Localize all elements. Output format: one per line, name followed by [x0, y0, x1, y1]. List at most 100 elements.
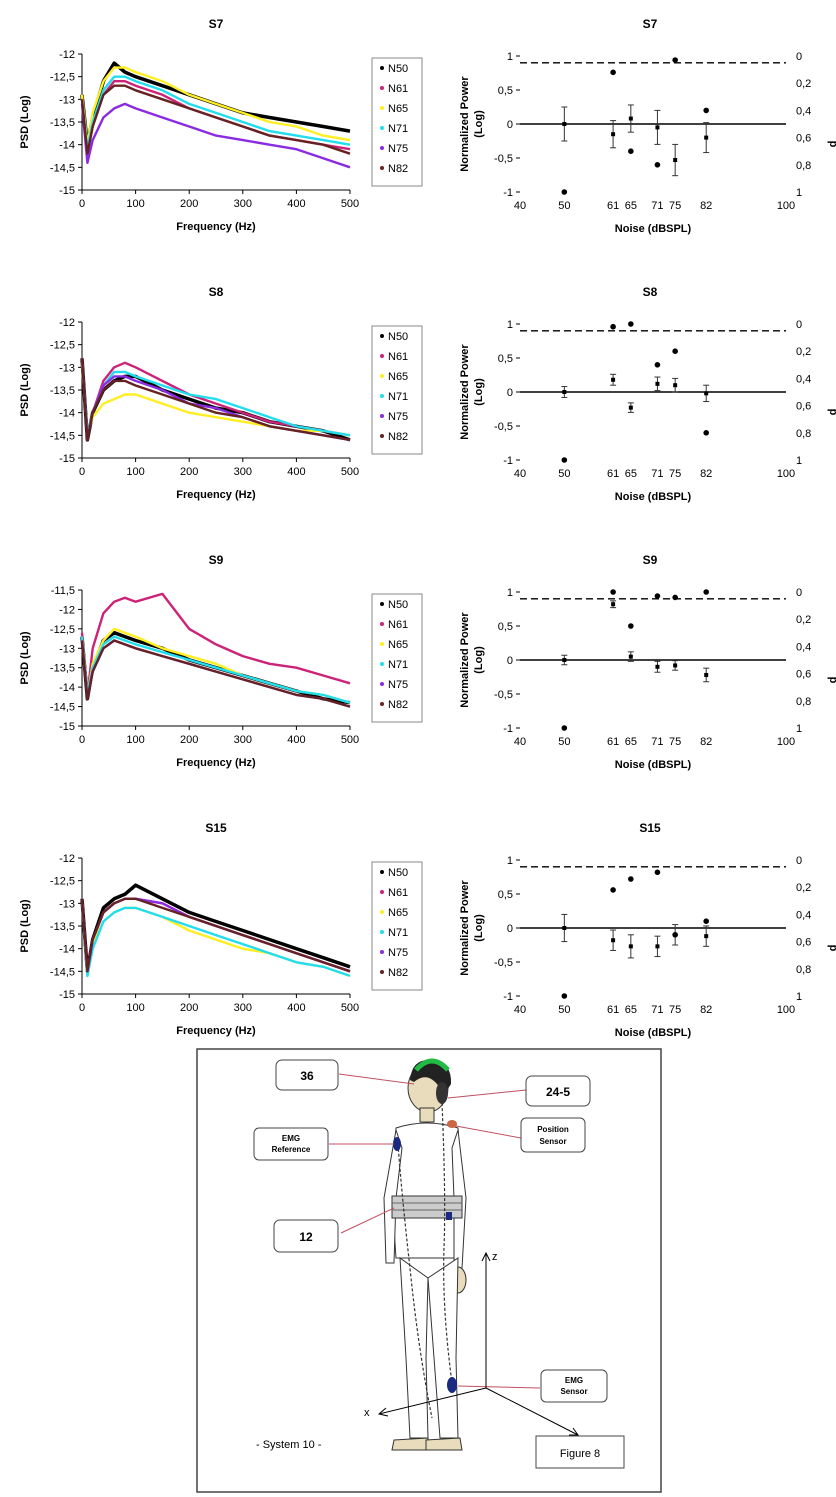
legend-entry: N75 — [388, 947, 408, 959]
mean-point — [655, 664, 660, 669]
legend-swatch — [380, 602, 384, 606]
legend-entry: N71 — [388, 659, 408, 671]
series-line-n65 — [80, 66, 351, 146]
callout-36: 36 — [275, 1059, 339, 1091]
mean-point — [655, 944, 660, 949]
y-tick-label: 1 — [507, 587, 513, 599]
mean-point — [611, 377, 616, 382]
x-tick-label: 61 — [607, 736, 619, 748]
y-tick-label: -12,5 — [50, 624, 75, 636]
axis-x-label: x — [364, 1407, 370, 1419]
p-tick-label: 0,2 — [796, 614, 811, 626]
x-tick-label: 400 — [287, 466, 305, 478]
y-axis-label: PSD (Log) — [19, 95, 31, 148]
chart-title: S15 — [639, 821, 661, 835]
x-axis-label: Frequency (Hz) — [176, 757, 256, 769]
p-value-point — [628, 148, 634, 154]
legend-entry: N65 — [388, 371, 408, 383]
y-tick-label: -13,5 — [50, 117, 75, 129]
p-tick-label: 0,6 — [796, 669, 811, 681]
y-tick-label: -12 — [59, 853, 75, 865]
p-value-point — [561, 725, 568, 731]
p-axis-label: p — [827, 141, 836, 148]
y-axis-label-line2: (Log) — [473, 378, 485, 406]
x-axis-label: Frequency (Hz) — [176, 489, 256, 501]
mean-point — [655, 381, 660, 386]
legend-swatch — [380, 702, 384, 706]
p-tick-label: 0 — [796, 587, 802, 599]
y-tick-label: -12 — [59, 317, 75, 329]
mean-point — [628, 405, 633, 410]
series-line-n71 — [80, 635, 351, 704]
x-tick-label: 0 — [79, 466, 85, 478]
y-axis-label: PSD (Log) — [19, 899, 31, 952]
x-tick-label: 100 — [126, 466, 144, 478]
x-tick-label: 75 — [669, 736, 681, 748]
y-axis-label-line2: (Log) — [473, 110, 485, 138]
x-tick-label: 65 — [625, 468, 637, 480]
callout-leaders — [329, 1073, 541, 1389]
p-tick-label: 0,4 — [796, 909, 811, 921]
legend-swatch — [380, 414, 384, 418]
svg-text:12: 12 — [299, 1230, 313, 1244]
y-tick-label: -14,5 — [50, 162, 75, 174]
p-value-point — [654, 162, 661, 168]
p-tick-label: 1 — [796, 723, 802, 735]
x-tick-label: 300 — [234, 466, 252, 478]
p-value-point — [703, 918, 709, 924]
p-value-point — [654, 869, 661, 876]
mean-point — [562, 926, 567, 930]
legend-entry: N50 — [388, 867, 408, 879]
y-tick-label: -0,5 — [494, 957, 513, 969]
y-axis-label-line1: Normalized Power — [459, 344, 471, 440]
mean-point — [704, 391, 709, 396]
x-tick-label: 50 — [558, 736, 570, 748]
svg-text:36: 36 — [300, 1069, 314, 1083]
x-tick-label: 300 — [234, 734, 252, 746]
svg-text:EMG: EMG — [282, 1134, 300, 1143]
x-tick-label: 300 — [234, 1002, 252, 1014]
p-value-point — [672, 57, 678, 63]
x-tick-label: 50 — [558, 1004, 570, 1016]
y-tick-label: 0,5 — [498, 353, 513, 365]
x-axis-label: Noise (dBSPL) — [615, 1027, 692, 1039]
x-tick-label: 71 — [651, 736, 663, 748]
x-tick-label: 65 — [625, 736, 637, 748]
legend-swatch — [380, 166, 384, 170]
callout-24-5: 24-5 — [525, 1075, 591, 1107]
p-value-point — [561, 457, 568, 463]
legend-swatch — [380, 970, 384, 974]
legend-swatch — [380, 950, 384, 954]
x-tick-label: 40 — [514, 200, 526, 212]
chart-panel-2: S8 -12 -12,5 -13 -13,5 -14 -14,5 -15 0 100 200 300 4… — [19, 285, 423, 501]
x-tick-label: 300 — [234, 198, 252, 210]
p-axis-label: p — [827, 945, 836, 952]
y-tick-label: -13,5 — [50, 663, 75, 675]
legend-swatch — [380, 434, 384, 438]
p-axis-label: p — [827, 677, 836, 684]
series-line-n61 — [80, 592, 351, 697]
legend-swatch — [380, 930, 384, 934]
series-line-n75 — [80, 102, 351, 169]
y-tick-label: -13,5 — [50, 385, 75, 397]
mean-point — [704, 135, 709, 140]
legend-swatch — [380, 890, 384, 894]
legend-swatch — [380, 622, 384, 626]
x-tick-label: 61 — [607, 1004, 619, 1016]
y-tick-label: -15 — [59, 989, 75, 1001]
x-tick-label: 400 — [287, 198, 305, 210]
p-tick-label: 1 — [796, 187, 802, 199]
legend-swatch — [380, 374, 384, 378]
x-tick-label: 100 — [777, 736, 795, 748]
chart-panel-6: S15 -12 -12,5 -13 -13,5 -14 -14,5 -15 0 100 200 300… — [19, 821, 423, 1037]
p-value-point — [610, 887, 616, 893]
y-tick-label: -13 — [59, 898, 75, 910]
y-tick-label: -15 — [59, 185, 75, 197]
y-axis-label-line1: Normalized Power — [459, 612, 471, 708]
y-tick-label: -0,5 — [494, 689, 513, 701]
x-tick-label: 400 — [287, 1002, 305, 1014]
p-tick-label: 0 — [796, 855, 802, 867]
x-tick-label: 61 — [607, 468, 619, 480]
mean-point — [704, 934, 709, 939]
p-value-point — [628, 623, 634, 629]
